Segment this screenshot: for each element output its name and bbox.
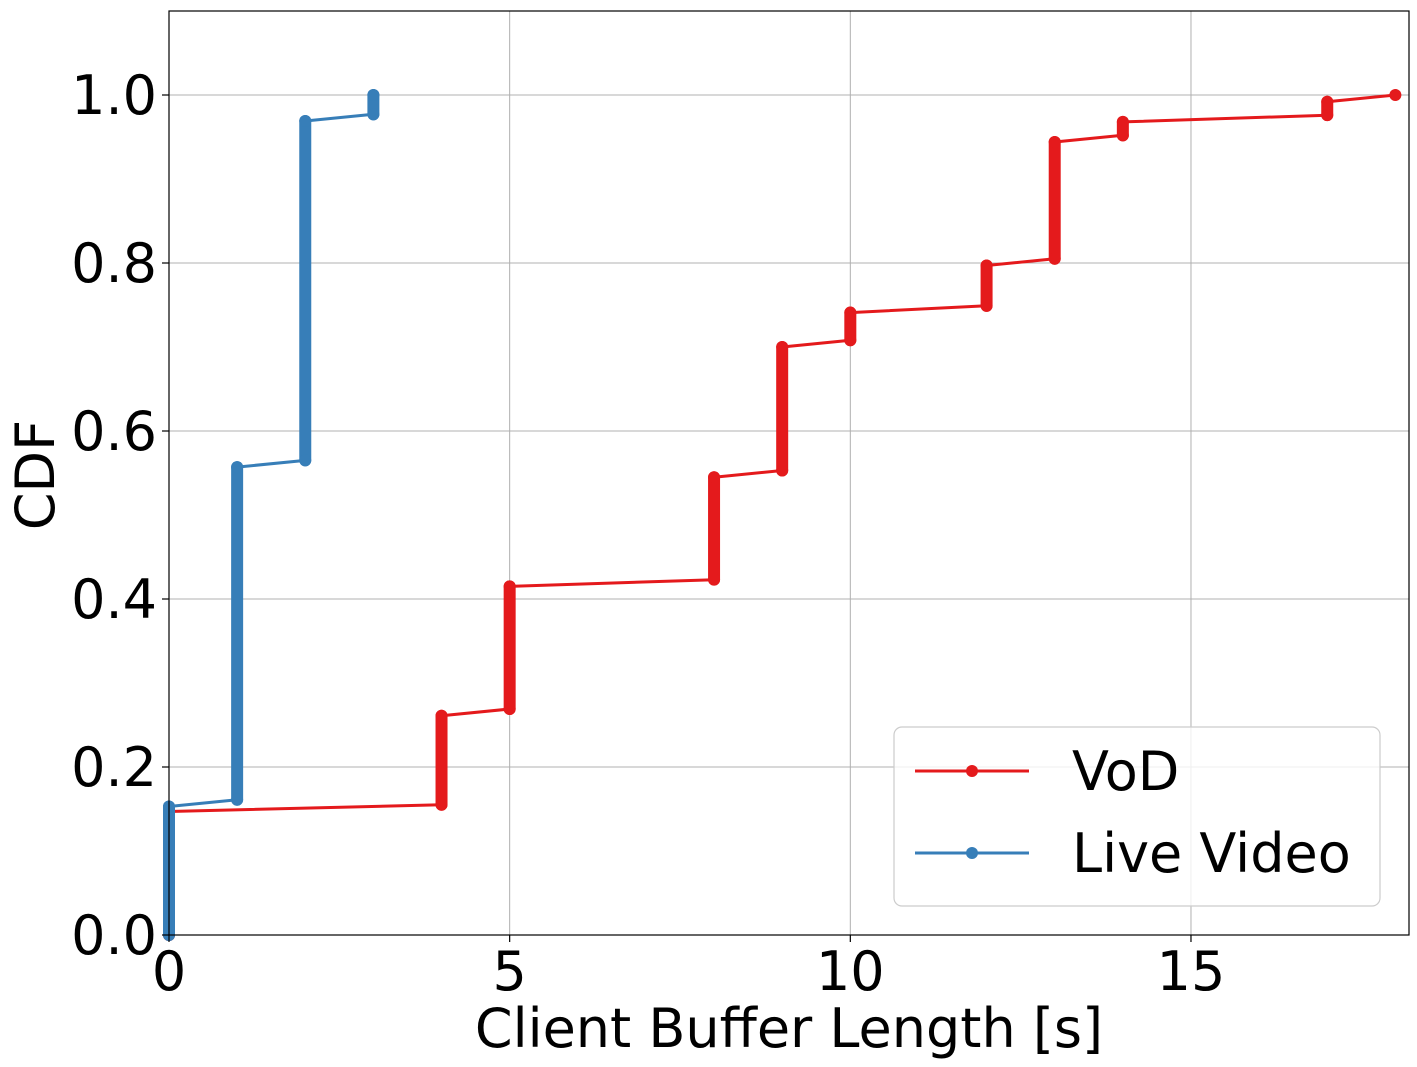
series-point [367,89,380,101]
y-tick-label: 1.0 [71,64,157,127]
x-axis: 0 5 10 15 [152,935,1226,1003]
series-point [1048,136,1061,149]
series-point [435,709,448,722]
x-tick-label: 10 [816,940,885,1003]
x-axis-label: Client Buffer Length [s] [475,997,1103,1060]
series-point [844,306,857,319]
series-point [299,454,312,467]
y-axis-label: CDF [4,420,67,530]
y-tick-label: 0.8 [71,232,157,295]
series-point [1048,252,1061,265]
series-point [1389,89,1402,101]
series-point [980,259,993,272]
legend-label-live-video: Live Video [1072,822,1351,885]
series-point [776,341,789,353]
legend-swatch-live-marker [966,847,978,859]
y-tick-label: 0.2 [71,736,157,799]
series-point [435,798,448,811]
series-line-live-video [167,95,375,935]
y-tick-label: 0.6 [71,400,157,463]
series-point [844,334,857,347]
series-point [231,461,244,474]
x-tick-label: 5 [492,940,526,1003]
series-vod [163,89,1402,941]
series-point [708,471,721,484]
x-tick-label: 15 [1157,940,1226,1003]
grid [168,11,1409,936]
legend-label-vod: VoD [1072,740,1179,803]
series-point [503,703,516,716]
series-point [776,464,789,477]
series-point [708,573,721,586]
plot-frame [168,10,1410,936]
y-tick-label: 0.4 [71,568,157,631]
series-point [503,580,516,593]
legend: VoD Live Video [893,726,1381,907]
legend-swatch-vod-marker [966,765,978,777]
series-point [299,115,312,128]
series-point [1116,115,1129,128]
y-tick-label: 0.0 [71,904,157,967]
series-point [367,108,380,121]
y-axis: 0.0 0.2 0.4 0.6 0.8 1.0 [71,64,169,967]
series-point [1321,95,1334,108]
x-tick-label: 0 [152,940,186,1003]
series-point [1321,109,1334,122]
series-point [1116,129,1129,142]
series-point [231,793,244,806]
series-point [980,299,993,312]
